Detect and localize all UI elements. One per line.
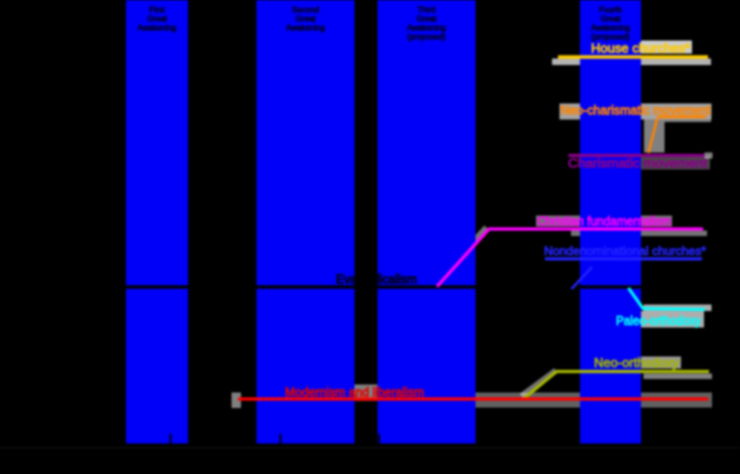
svg-text:Evangelicalism: Evangelicalism: [336, 272, 417, 287]
svg-text:Great: Great: [295, 15, 316, 24]
svg-text:Awakening: Awakening: [407, 24, 446, 33]
svg-text:Christian fundamentalism: Christian fundamentalism: [537, 214, 671, 229]
svg-text:(proposed): (proposed): [407, 33, 446, 42]
svg-text:Great: Great: [600, 15, 621, 24]
svg-text:Great: Great: [416, 15, 437, 24]
svg-text:Neo-charismatic movement: Neo-charismatic movement: [561, 103, 711, 118]
svg-text:Third: Third: [417, 6, 435, 15]
svg-text:Paleo-orthodoxy: Paleo-orthodoxy: [616, 313, 701, 328]
svg-text:Modernism and liberalism: Modernism and liberalism: [285, 385, 424, 400]
svg-text:Neo-orthodoxy: Neo-orthodoxy: [594, 355, 679, 370]
svg-text:Fourth: Fourth: [599, 6, 622, 15]
svg-text:Great: Great: [147, 15, 168, 24]
svg-text:(proposed): (proposed): [591, 33, 630, 42]
svg-text:Second: Second: [292, 6, 319, 15]
svg-text:House churches*: House churches*: [591, 41, 690, 56]
svg-text:Nondenominational churches*: Nondenominational churches*: [544, 244, 706, 258]
svg-text:First: First: [149, 6, 165, 15]
svg-text:Awakening: Awakening: [286, 24, 325, 33]
svg-text:Awakening: Awakening: [591, 24, 630, 33]
svg-text:Awakening: Awakening: [138, 24, 177, 33]
svg-text:Charismatic movement: Charismatic movement: [568, 156, 707, 171]
